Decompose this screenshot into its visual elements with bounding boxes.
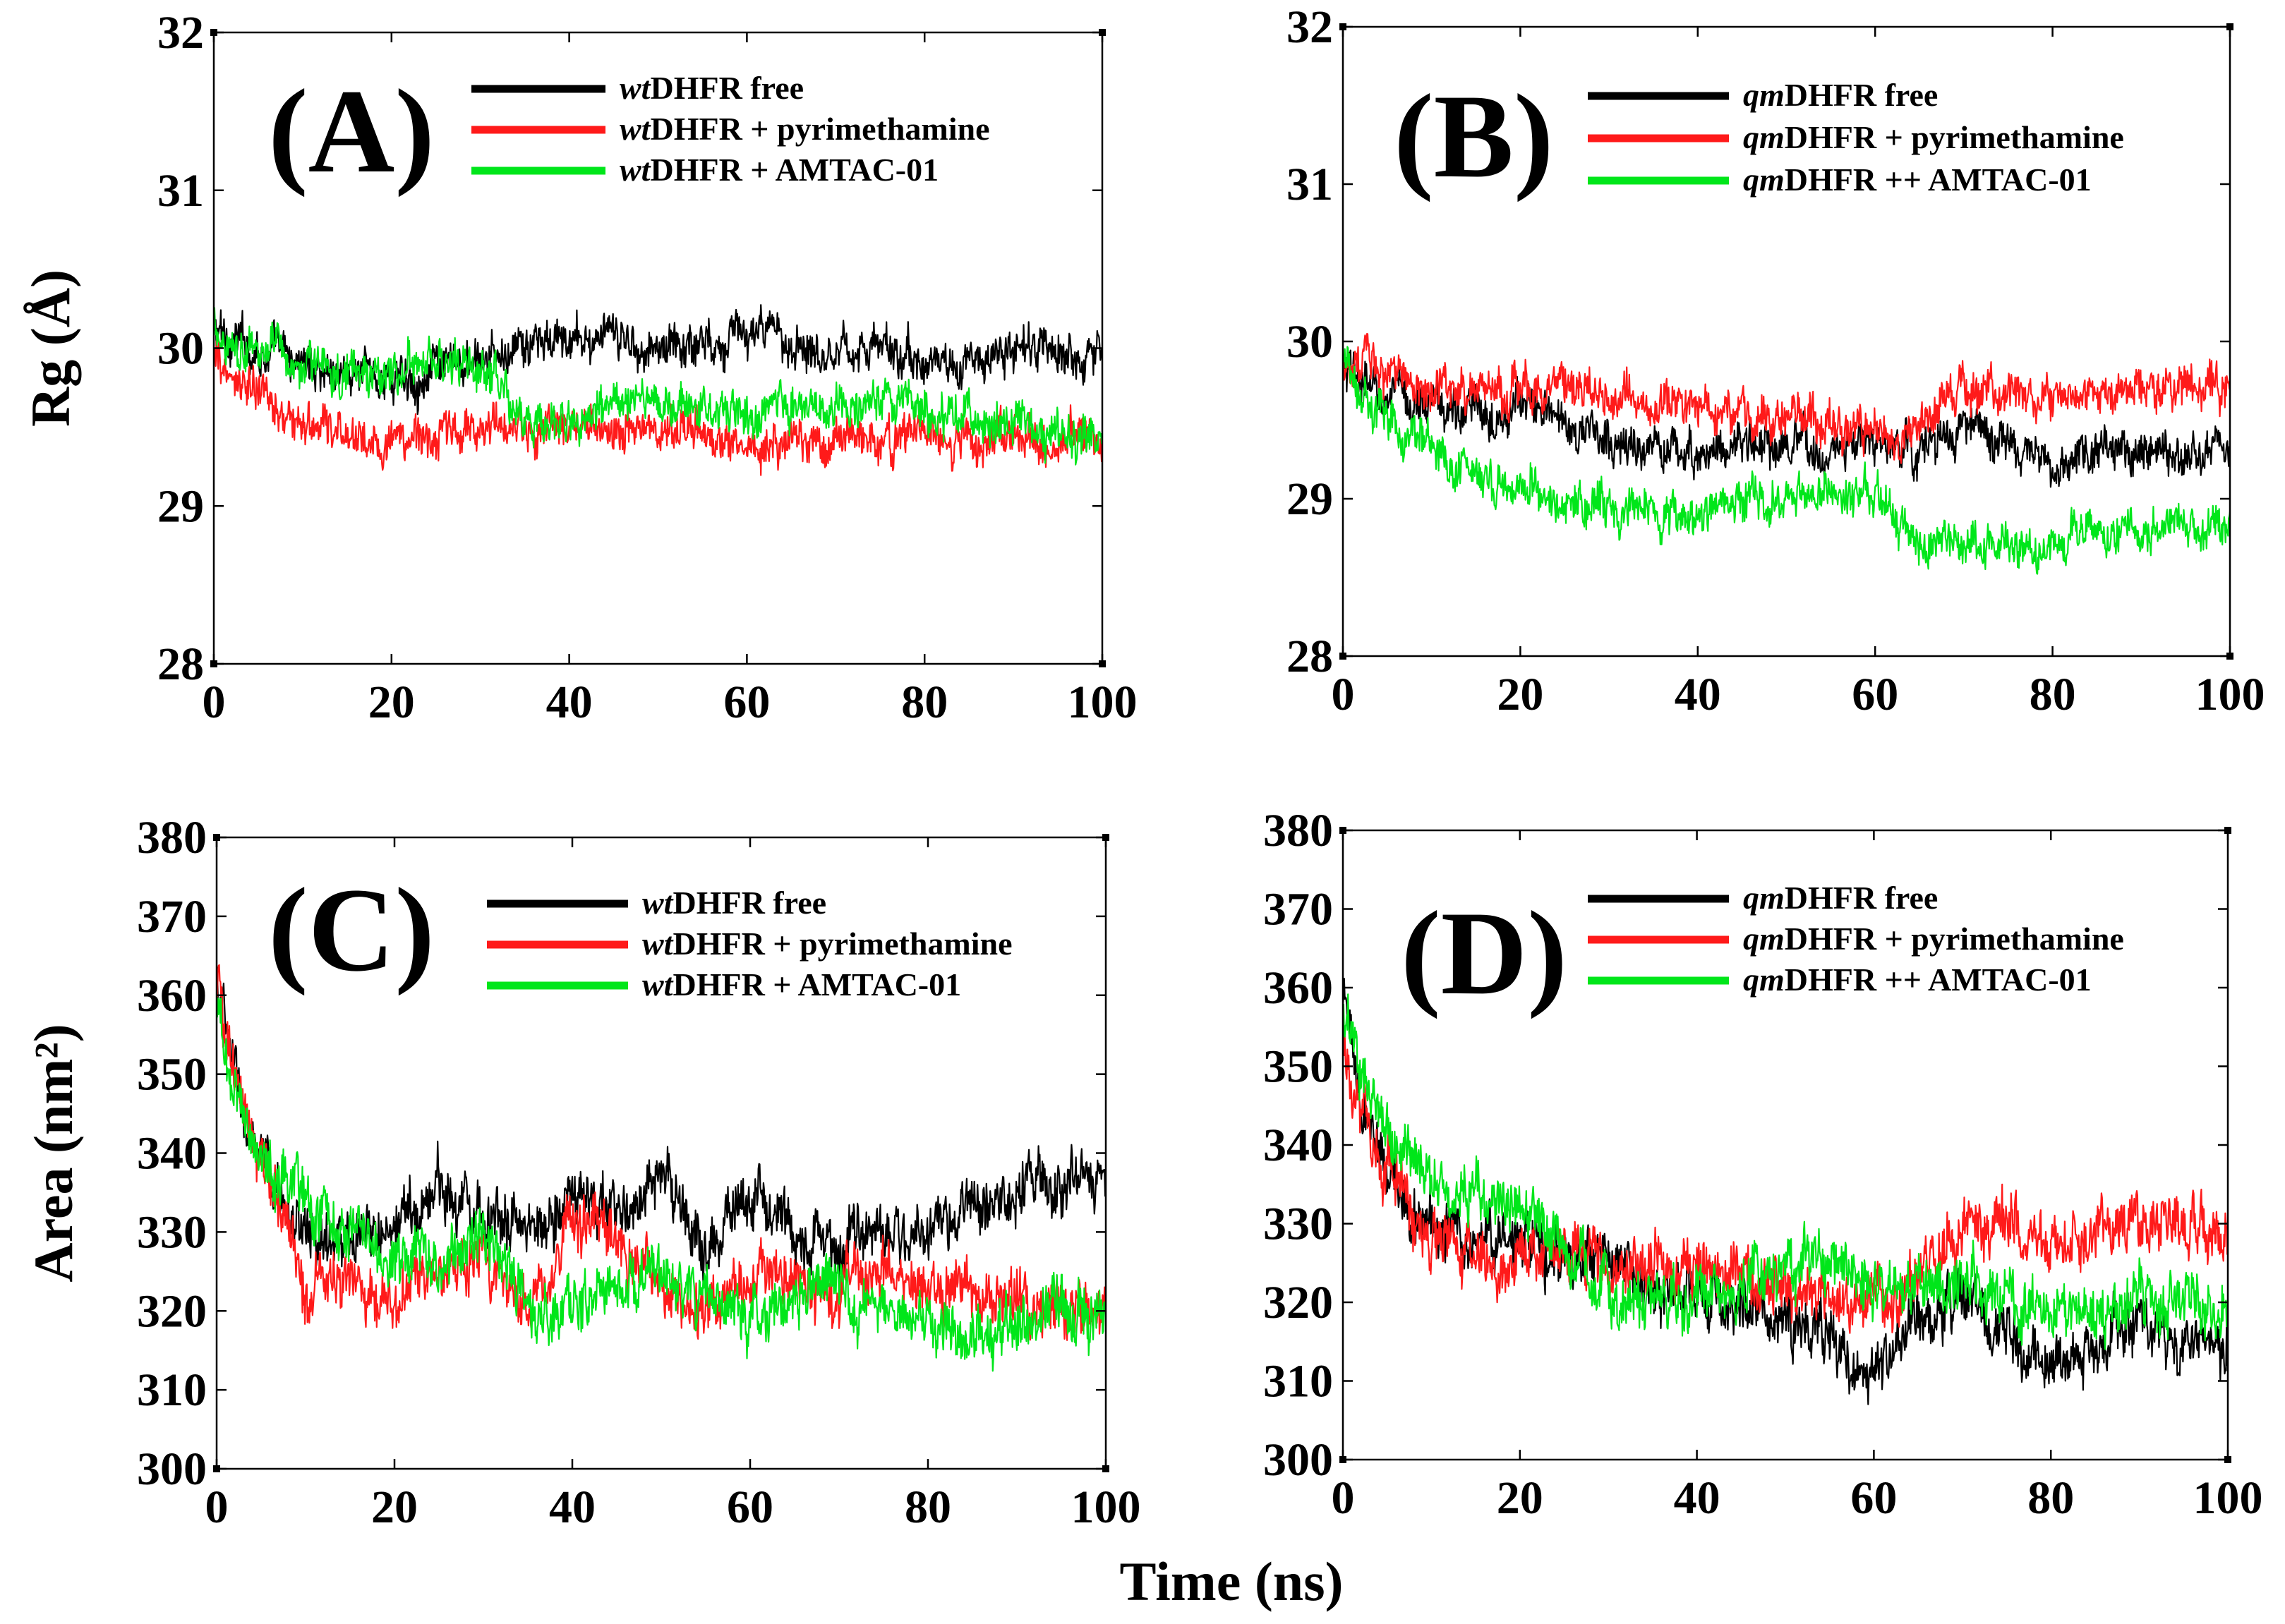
chart-panel-a: 0 20 40 60 80 100 28 29 30 31 32 Rg (Å) (A) wtDHFR fr… xyxy=(20,7,1138,728)
series-line-1 xyxy=(214,340,1102,476)
x-tick-label: 80 xyxy=(2030,669,2076,720)
legend-entry: qmDHFR free xyxy=(1743,77,1938,113)
panel-label: (A) xyxy=(268,65,435,198)
x-tick-label: 0 xyxy=(1332,669,1355,720)
x-tick-label: 40 xyxy=(1675,669,1721,720)
y-tick-label: 340 xyxy=(1263,1120,1333,1171)
series-line-2 xyxy=(1343,993,2228,1350)
y-tick-label: 31 xyxy=(1286,159,1333,210)
x-tick-label: 100 xyxy=(1071,1481,1141,1533)
y-tick-label: 380 xyxy=(137,812,207,863)
series-line-0 xyxy=(1343,977,2228,1405)
series-line-2 xyxy=(214,307,1102,466)
panel-label: (C) xyxy=(268,863,435,996)
series-line-0 xyxy=(217,966,1106,1283)
x-tick-label: 40 xyxy=(546,677,593,728)
x-tick-label: 20 xyxy=(371,1481,418,1533)
x-tick-label: 60 xyxy=(1850,1472,1897,1524)
y-tick-label: 32 xyxy=(1286,1,1333,53)
y-tick-label: 360 xyxy=(1263,962,1333,1014)
x-tick-label: 40 xyxy=(549,1481,596,1533)
y-tick-label: 350 xyxy=(1263,1041,1333,1093)
legend-entry: qmDHFR + pyrimethamine xyxy=(1743,119,2124,155)
y-tick-label: 320 xyxy=(137,1285,207,1337)
legend-entry: wtDHFR + pyrimethamine xyxy=(620,111,990,147)
x-tick-label: 100 xyxy=(1068,677,1138,728)
y-tick-label: 310 xyxy=(1263,1356,1333,1407)
series-line-1 xyxy=(1343,333,2230,464)
legend-entry: qmDHFR ++ AMTAC-01 xyxy=(1743,162,2092,198)
y-tick-label: 28 xyxy=(157,638,204,690)
x-tick-label: 100 xyxy=(2195,669,2265,720)
x-tick-label: 20 xyxy=(368,677,415,728)
y-tick-label: 360 xyxy=(137,970,207,1022)
x-tick-label: 80 xyxy=(901,677,948,728)
y-axis-label: Rg (Å) xyxy=(20,269,81,427)
y-tick-label: 330 xyxy=(137,1206,207,1258)
x-tick-label: 80 xyxy=(2027,1472,2074,1524)
y-tick-label: 29 xyxy=(157,480,204,532)
y-tick-label: 30 xyxy=(1286,316,1333,368)
legend-entry: wtDHFR + pyrimethamine xyxy=(642,926,1013,962)
y-tick-label: 32 xyxy=(157,7,204,59)
y-tick-label: 350 xyxy=(137,1049,207,1101)
y-tick-label: 380 xyxy=(1263,805,1333,856)
legend-entry: qmDHFR free xyxy=(1743,880,1938,916)
y-tick-label: 28 xyxy=(1286,631,1333,682)
x-tick-label: 100 xyxy=(2193,1472,2263,1524)
x-tick-label: 0 xyxy=(205,1481,229,1533)
y-tick-label: 370 xyxy=(137,891,207,943)
y-tick-label: 29 xyxy=(1286,473,1333,525)
chart-panel-c: 0 20 40 60 80 100 300 310 320 330 340 350 360 370 380 A… xyxy=(23,812,1141,1533)
x-tick-label: 20 xyxy=(1497,669,1543,720)
chart-panel-d: 0 20 40 60 80 100 300 310 320 330 340 350 360 370 380 (… xyxy=(1263,805,2263,1524)
x-tick-label: 0 xyxy=(1332,1472,1355,1524)
x-tick-label: 80 xyxy=(905,1481,951,1533)
y-tick-label: 300 xyxy=(137,1443,207,1495)
x-tick-label: 60 xyxy=(727,1481,773,1533)
y-tick-label: 300 xyxy=(1263,1434,1333,1486)
y-axis-label: Area (nm²) xyxy=(23,1024,84,1282)
legend-entry: wtDHFR + AMTAC-01 xyxy=(620,152,939,188)
panel-label: (B) xyxy=(1394,70,1554,202)
y-tick-label: 340 xyxy=(137,1128,207,1180)
panels-group: 0 20 40 60 80 100 28 29 30 31 32 Rg (Å) (A) wtDHFR fr… xyxy=(20,1,2265,1533)
series-line-2 xyxy=(1343,346,2230,575)
y-tick-label: 330 xyxy=(1263,1199,1333,1250)
panel-label: (D) xyxy=(1401,887,1567,1019)
y-tick-label: 310 xyxy=(137,1364,207,1416)
y-tick-label: 320 xyxy=(1263,1277,1333,1328)
x-tick-label: 40 xyxy=(1674,1472,1720,1524)
legend-entry: qmDHFR + pyrimethamine xyxy=(1743,921,2124,957)
x-tick-label: 60 xyxy=(723,677,770,728)
x-tick-label: 0 xyxy=(203,677,226,728)
legend-entry: wtDHFR free xyxy=(642,885,826,921)
series-line-2 xyxy=(217,997,1106,1372)
x-tick-label: 20 xyxy=(1497,1472,1543,1524)
legend-entry: qmDHFR ++ AMTAC-01 xyxy=(1743,962,2092,998)
y-tick-label: 30 xyxy=(157,323,204,375)
shared-x-axis-label: Time (ns) xyxy=(1119,1551,1343,1612)
x-tick-label: 60 xyxy=(1852,669,1898,720)
chart-panel-b: 0 20 40 60 80 100 28 29 30 31 32 (B) qmDHFR free qmDH… xyxy=(1286,1,2265,720)
y-tick-label: 31 xyxy=(157,165,204,217)
series-line-0 xyxy=(1343,349,2230,488)
legend-entry: wtDHFR free xyxy=(620,70,804,106)
y-tick-label: 370 xyxy=(1263,884,1333,935)
legend-entry: wtDHFR + AMTAC-01 xyxy=(642,966,961,1002)
